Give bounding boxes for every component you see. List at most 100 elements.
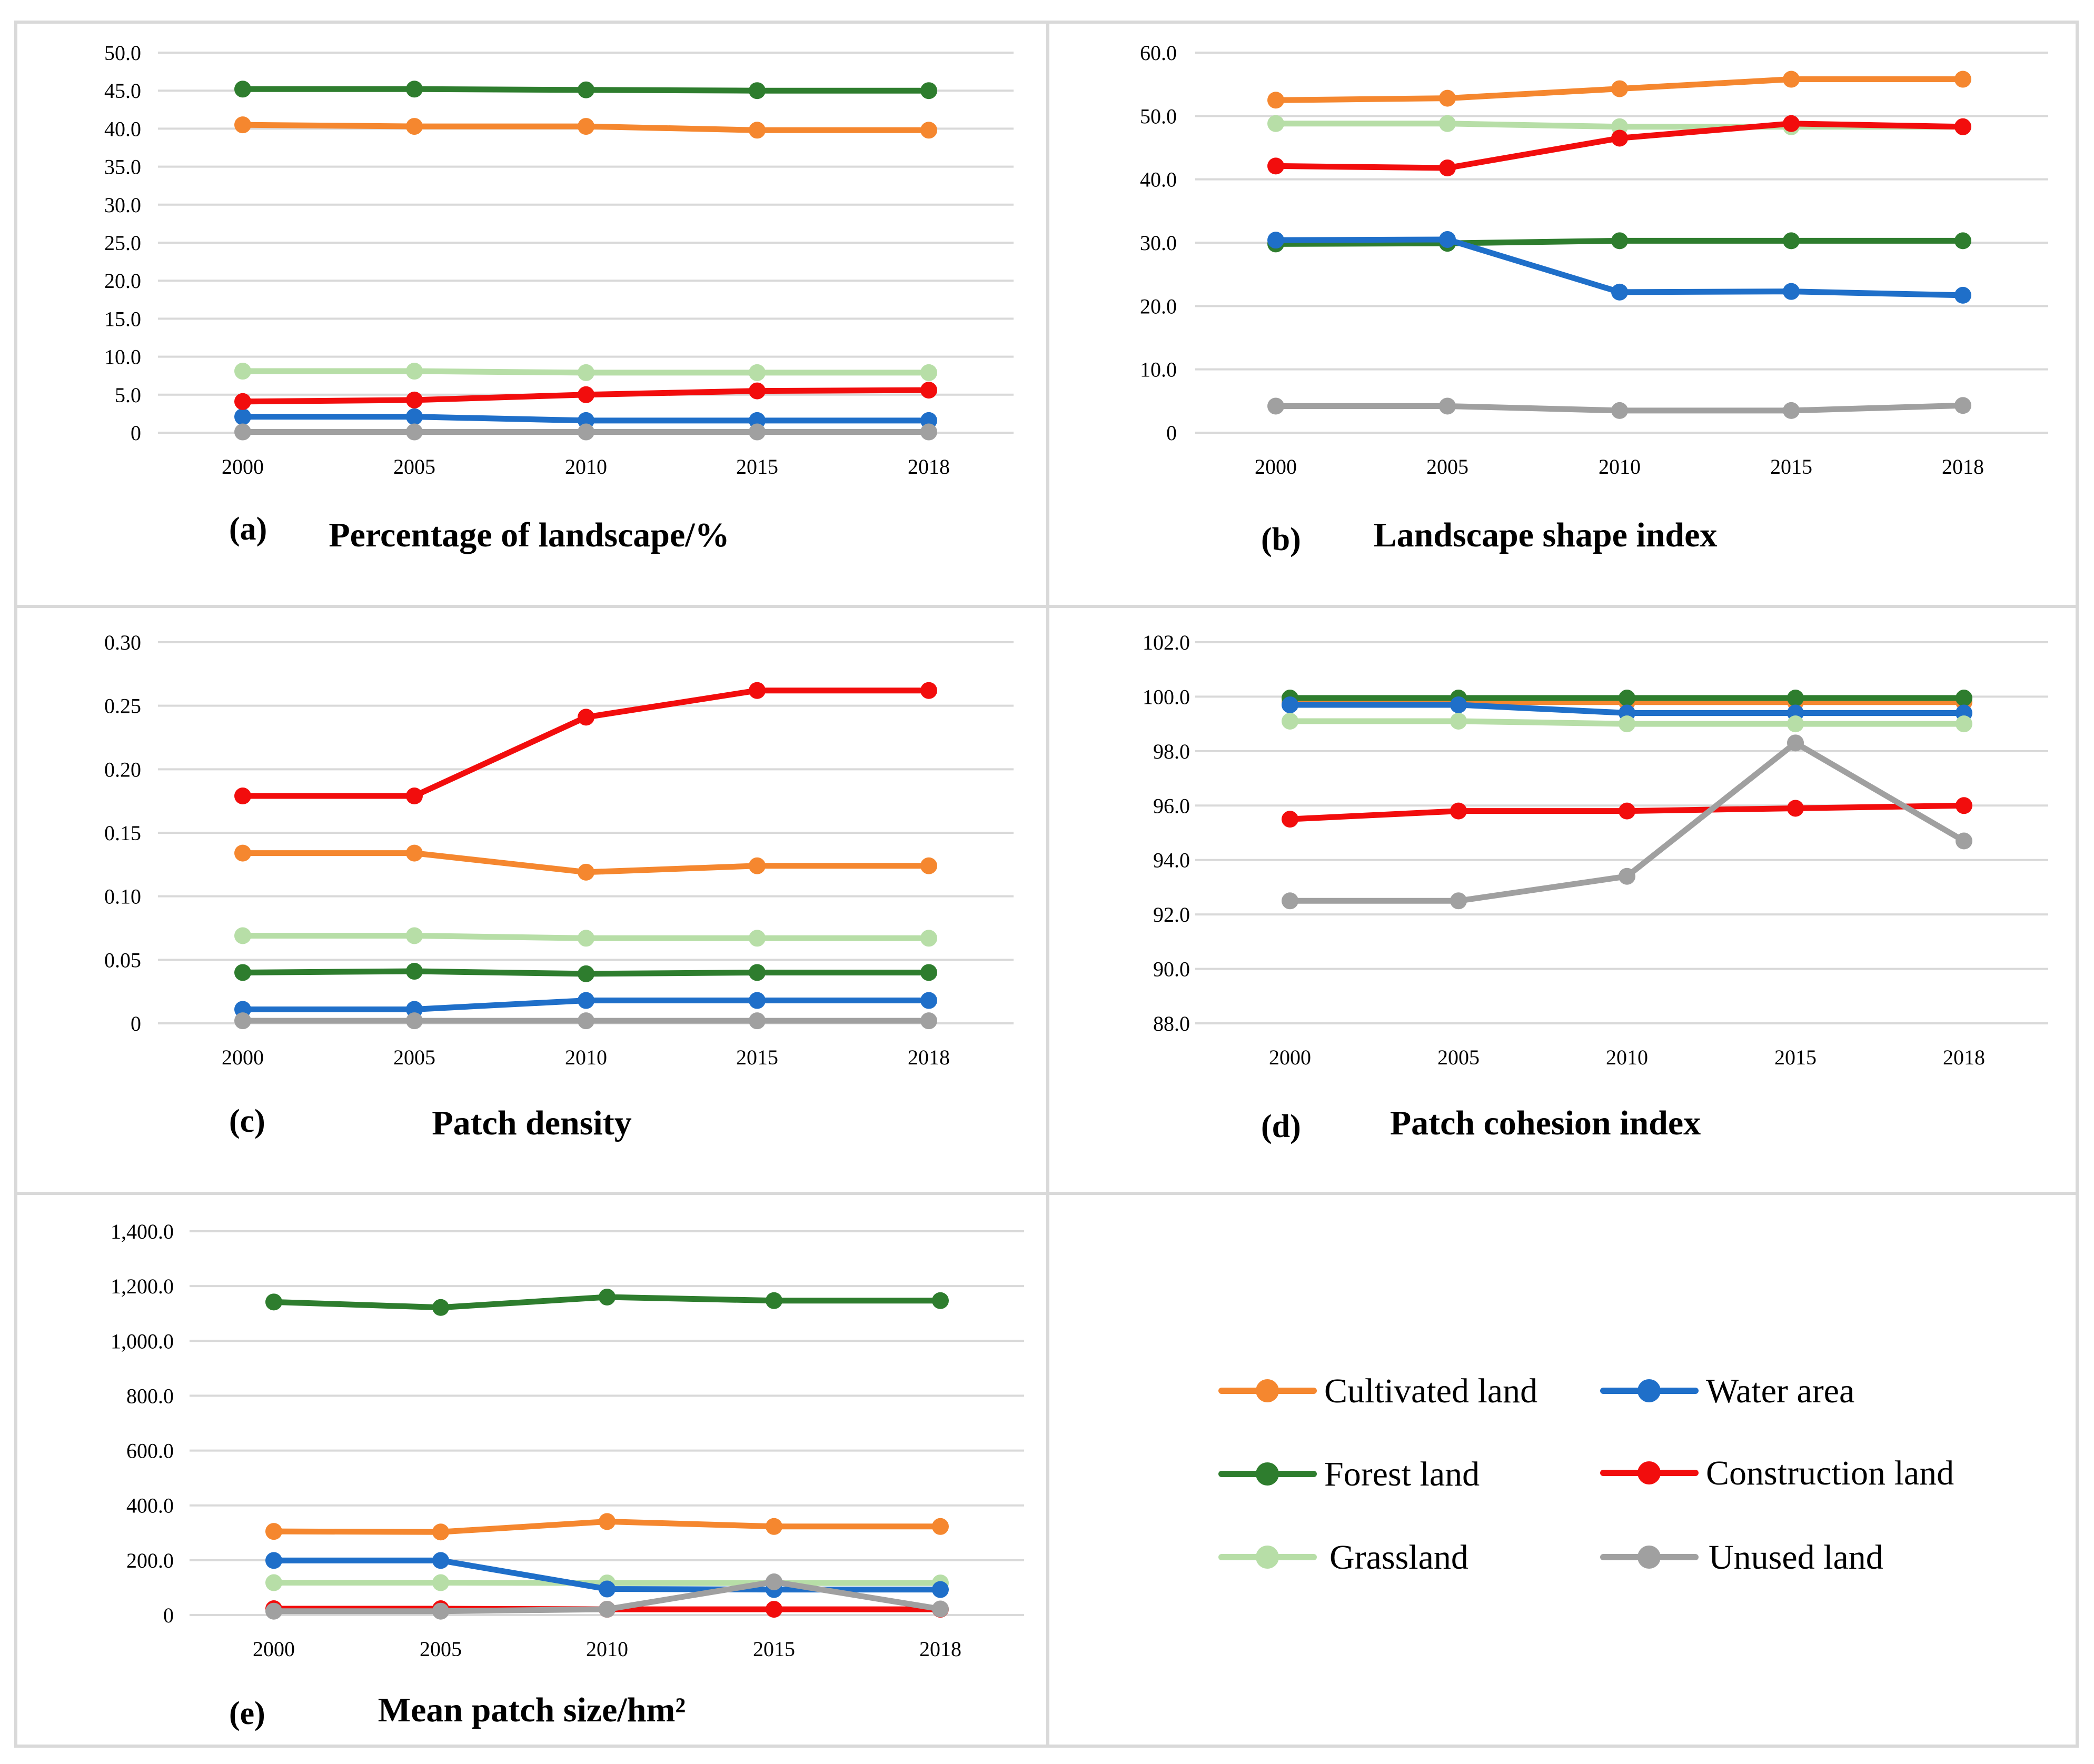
series-unused bbox=[234, 423, 937, 441]
chart-d-title: Patch cohesion index bbox=[1390, 1104, 1701, 1142]
y-tick-label: 0 bbox=[163, 1603, 174, 1627]
data-point-cultivated bbox=[432, 1523, 449, 1541]
y-tick-label: 100.0 bbox=[1143, 685, 1190, 709]
chart-d-xticks: 2000 2005 2010 2015 2018 bbox=[1269, 1045, 1985, 1069]
data-point-cultivated bbox=[265, 1523, 282, 1540]
y-tick-label: 0.15 bbox=[104, 821, 141, 845]
data-point-grassland bbox=[1956, 715, 1972, 733]
y-tick-label: 0 bbox=[131, 1012, 141, 1035]
y-tick-label: 102.0 bbox=[1143, 631, 1190, 654]
data-point-construction bbox=[920, 682, 937, 699]
data-point-unused bbox=[1611, 402, 1628, 419]
data-point-unused bbox=[599, 1601, 616, 1618]
data-point-construction bbox=[1267, 157, 1284, 175]
data-point-construction bbox=[234, 393, 251, 410]
data-point-construction bbox=[1611, 129, 1628, 147]
chart-c-grid bbox=[158, 641, 1014, 1024]
data-point-forest bbox=[1783, 232, 1800, 250]
data-point-unused bbox=[1956, 832, 1972, 850]
data-point-water bbox=[432, 1552, 449, 1569]
x-tick-label: 2005 bbox=[393, 1045, 435, 1069]
y-tick-label: 90.0 bbox=[1153, 958, 1190, 981]
series-construction bbox=[234, 382, 937, 410]
y-tick-label: 40.0 bbox=[1140, 168, 1177, 192]
data-point-grassland bbox=[749, 364, 766, 381]
chart-a-title: Percentage of landscape/% bbox=[329, 516, 729, 554]
legend-label-water: Water area bbox=[1706, 1372, 1854, 1410]
data-point-cultivated bbox=[920, 122, 937, 139]
y-tick-label: 20.0 bbox=[1140, 294, 1177, 318]
x-tick-label: 2018 bbox=[908, 1045, 950, 1069]
y-tick-label: 35.0 bbox=[104, 155, 141, 179]
data-point-unused bbox=[1954, 397, 1971, 414]
data-point-grassland bbox=[920, 930, 937, 947]
data-point-water bbox=[1450, 696, 1467, 713]
series-unused bbox=[265, 1573, 949, 1620]
data-point-cultivated bbox=[234, 844, 251, 862]
chart-c-yticks: 0.30 0.25 0.20 0.15 0.10 0.05 0 bbox=[104, 631, 141, 1035]
data-point-unused bbox=[234, 423, 251, 441]
data-point-cultivated bbox=[766, 1518, 782, 1535]
y-tick-label: 88.0 bbox=[1153, 1012, 1190, 1035]
data-point-construction bbox=[1439, 160, 1456, 177]
series-cultivated bbox=[1267, 71, 1971, 109]
data-point-water bbox=[1954, 286, 1971, 304]
y-tick-label: 1,400.0 bbox=[111, 1220, 174, 1243]
chart-a: 50.0 45.0 40.0 35.0 30.0 25.0 20.0 15.0 10.0 5.0 0… bbox=[104, 41, 1014, 554]
x-tick-label: 2000 bbox=[1269, 1045, 1311, 1069]
y-tick-label: 0 bbox=[1166, 421, 1177, 445]
data-point-grassland bbox=[432, 1574, 449, 1591]
y-tick-label: 0.30 bbox=[104, 631, 141, 654]
data-point-cultivated bbox=[599, 1513, 616, 1530]
data-point-unused bbox=[1267, 397, 1284, 415]
data-point-forest bbox=[578, 81, 594, 98]
chart-b: 60.050.040.030.020.010.00 2000 2005 2010 20… bbox=[1140, 41, 2048, 557]
data-point-water bbox=[749, 992, 766, 1009]
panel-label-d: (d) bbox=[1261, 1109, 1301, 1144]
data-point-construction bbox=[578, 709, 594, 726]
series-construction bbox=[1282, 797, 1972, 828]
y-tick-label: 30.0 bbox=[1140, 231, 1177, 255]
data-point-cultivated bbox=[1439, 89, 1456, 107]
chart-d-series bbox=[1282, 690, 1972, 910]
data-point-grassland bbox=[1450, 712, 1467, 730]
data-point-grassland bbox=[920, 364, 937, 381]
legend-marker-grassland bbox=[1256, 1546, 1279, 1569]
data-point-unused bbox=[1282, 892, 1298, 910]
x-tick-label: 2005 bbox=[393, 455, 435, 479]
data-point-forest bbox=[766, 1292, 782, 1309]
series-grassland bbox=[234, 927, 937, 947]
data-point-grassland bbox=[406, 927, 423, 944]
x-tick-label: 2015 bbox=[1770, 455, 1812, 479]
data-point-cultivated bbox=[1954, 71, 1971, 88]
y-tick-label: 94.0 bbox=[1153, 849, 1190, 872]
data-point-unused bbox=[920, 1012, 937, 1030]
y-tick-label: 0.05 bbox=[104, 948, 141, 972]
chart-b-title: Landscape shape index bbox=[1374, 516, 1718, 554]
data-point-grassland bbox=[234, 363, 251, 380]
data-point-construction bbox=[920, 382, 937, 399]
data-point-unused bbox=[406, 423, 423, 441]
data-point-construction bbox=[578, 386, 594, 403]
data-point-grassland bbox=[265, 1574, 282, 1591]
data-point-unused bbox=[578, 423, 594, 441]
series-forest bbox=[234, 81, 937, 99]
data-point-water bbox=[1439, 231, 1456, 248]
series-forest bbox=[234, 963, 937, 982]
data-point-grassland bbox=[749, 930, 766, 947]
y-tick-label: 800.0 bbox=[126, 1384, 174, 1408]
y-tick-label: 200.0 bbox=[126, 1549, 174, 1572]
data-point-unused bbox=[1450, 892, 1467, 910]
x-tick-label: 2010 bbox=[586, 1637, 628, 1661]
data-point-grassland bbox=[234, 927, 251, 944]
data-point-forest bbox=[749, 964, 766, 981]
chart-e: 1,400.0 1,200.0 1,000.0 800.0 600.0 400.0 200.… bbox=[111, 1220, 1024, 1731]
x-tick-label: 2005 bbox=[420, 1637, 462, 1661]
y-tick-label: 1,000.0 bbox=[111, 1329, 174, 1353]
data-point-construction bbox=[406, 788, 423, 805]
y-tick-label: 0.25 bbox=[104, 694, 141, 718]
chart-a-yticks: 50.0 45.0 40.0 35.0 30.0 25.0 20.0 15.0 10.0 5.0 0 bbox=[104, 41, 141, 445]
legend-item: Forest land bbox=[1218, 1455, 1480, 1493]
